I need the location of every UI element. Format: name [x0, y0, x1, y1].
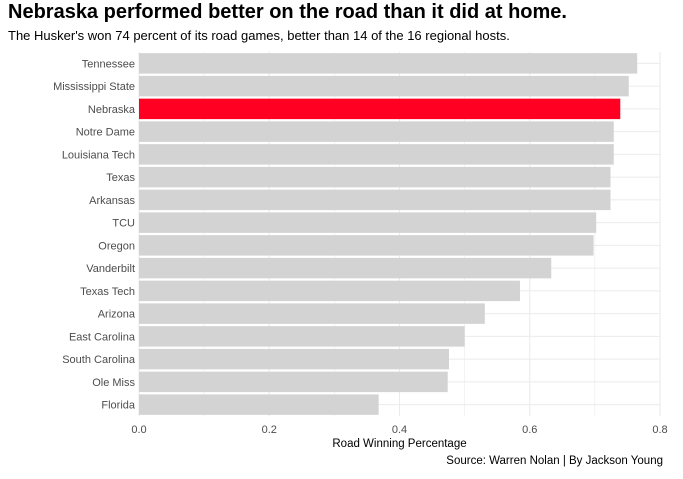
bar-ole-miss — [139, 371, 448, 393]
chart-subtitle: The Husker's won 74 percent of its road … — [8, 28, 510, 43]
bar-arizona — [139, 303, 485, 324]
y-tick-label: Arkansas — [89, 195, 135, 207]
y-tick-label: Ole Miss — [92, 377, 135, 389]
bar-texas — [139, 166, 611, 188]
y-tick-label: Mississippi State — [53, 81, 135, 93]
y-tick-label: Louisiana Tech — [62, 149, 135, 161]
chart-title: Nebraska performed better on the road th… — [8, 1, 567, 23]
x-tick-label: 0.4 — [392, 424, 407, 436]
bars — [139, 53, 638, 415]
y-axis-labels: Tennessee Mississippi State Nebraska Notre … — [53, 58, 136, 411]
bar-nebraska — [139, 98, 621, 120]
x-axis-labels: 0.0 0.2 0.4 0.6 0.8 — [131, 424, 667, 436]
bar-tennessee — [139, 53, 638, 74]
x-tick-label: 0.8 — [652, 424, 667, 436]
bar-vanderbilt — [139, 257, 552, 279]
y-tick-label: Texas — [106, 172, 135, 184]
y-tick-label: South Carolina — [62, 354, 136, 366]
y-tick-label: Tennessee — [82, 58, 135, 70]
bar-oregon — [139, 235, 594, 256]
x-tick-label: 0.0 — [131, 424, 146, 436]
bar-arkansas — [139, 189, 611, 211]
chart-caption: Source: Warren Nolan | By Jackson Young — [446, 455, 663, 467]
y-tick-label: Florida — [101, 400, 136, 412]
bar-mississippi-state — [139, 75, 629, 97]
y-tick-label: East Carolina — [69, 331, 136, 343]
y-tick-label: TCU — [112, 218, 135, 230]
y-tick-label: Oregon — [98, 240, 135, 252]
bar-east-carolina — [139, 326, 465, 347]
bar-florida — [139, 394, 379, 415]
x-tick-label: 0.2 — [262, 424, 277, 436]
y-tick-label: Texas Tech — [80, 286, 135, 298]
bar-tcu — [139, 212, 597, 233]
y-tick-label: Vanderbilt — [86, 263, 135, 275]
y-tick-label: Arizona — [98, 309, 136, 321]
x-tick-label: 0.6 — [522, 424, 537, 436]
bar-texas-tech — [139, 280, 520, 302]
y-tick-label: Nebraska — [88, 104, 136, 116]
y-tick-label: Notre Dame — [76, 127, 135, 139]
bar-south-carolina — [139, 348, 449, 370]
x-axis-title: Road Winning Percentage — [332, 438, 466, 450]
bar-louisiana-tech — [139, 144, 614, 165]
bar-notre-dame — [139, 121, 614, 142]
